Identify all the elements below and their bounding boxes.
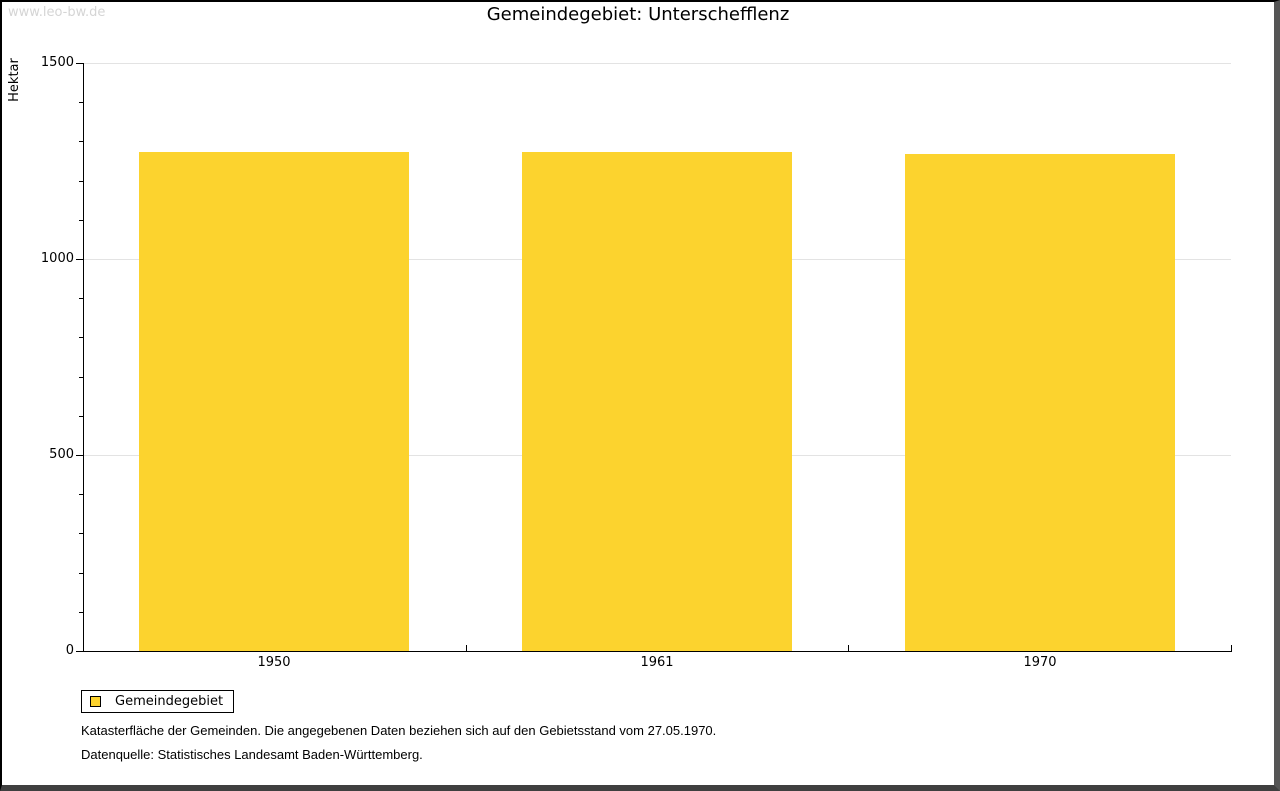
y-minor-tick [79, 612, 83, 613]
legend-label: Gemeindegebiet [115, 694, 224, 709]
y-tick-label: 0 [65, 643, 74, 658]
y-major-tick [76, 63, 83, 64]
watermark: www.leo-bw.de [8, 5, 106, 20]
bar-1950 [139, 152, 409, 651]
y-minor-tick [79, 533, 83, 534]
footnote-source: Datenquelle: Statistisches Landesamt Bad… [81, 747, 423, 762]
y-minor-tick [79, 416, 83, 417]
x-boundary-tick [1231, 645, 1232, 651]
legend: Gemeindegebiet [81, 690, 234, 713]
y-minor-tick [79, 181, 83, 182]
legend-color-swatch [90, 696, 101, 707]
y-major-tick [76, 651, 83, 652]
y-tick-label: 500 [49, 447, 74, 462]
bar-1961 [522, 152, 792, 651]
x-boundary-tick [466, 645, 467, 651]
y-minor-tick [79, 220, 83, 221]
y-minor-tick [79, 337, 83, 338]
y-major-tick [76, 455, 83, 456]
footnote-description: Katasterfläche der Gemeinden. Die angege… [81, 723, 717, 738]
y-minor-tick [79, 141, 83, 142]
y-minor-tick [79, 102, 83, 103]
y-tick-label: 1000 [40, 251, 74, 266]
y-major-tick [76, 259, 83, 260]
chart-title: Gemeindegebiet: Unterschefflenz [486, 4, 790, 25]
x-axis-line [83, 651, 1232, 652]
x-category-label: 1961 [640, 655, 674, 670]
y-minor-tick [79, 494, 83, 495]
y-minor-tick [79, 573, 83, 574]
x-category-label: 1950 [257, 655, 291, 670]
x-category-label: 1970 [1023, 655, 1057, 670]
x-boundary-tick [848, 645, 849, 651]
y-minor-tick [79, 298, 83, 299]
gridline [83, 63, 1231, 64]
y-tick-label: 1500 [40, 55, 74, 70]
bar-1970 [905, 154, 1175, 651]
y-minor-tick [79, 377, 83, 378]
y-axis-line [83, 63, 84, 652]
